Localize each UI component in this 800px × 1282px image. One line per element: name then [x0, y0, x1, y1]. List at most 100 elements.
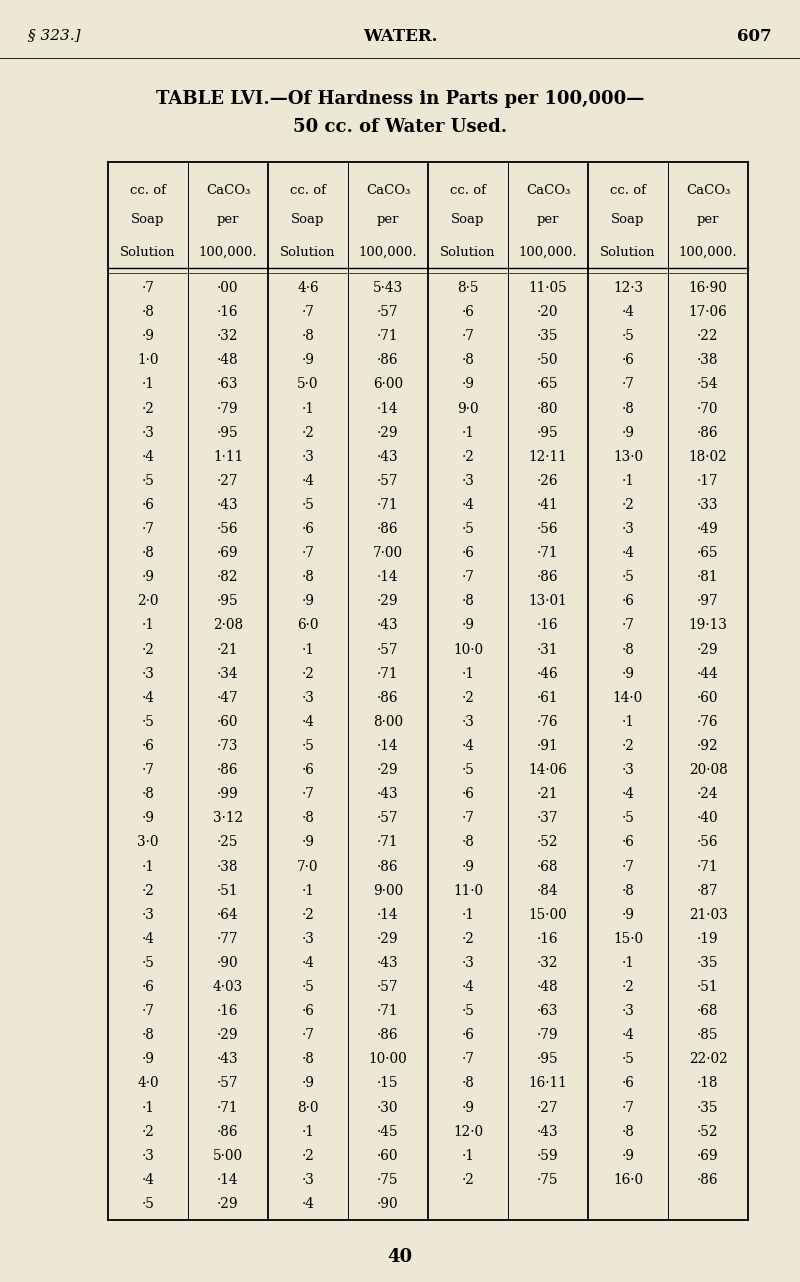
Text: 14·06: 14·06 [529, 763, 567, 777]
Text: ·31: ·31 [538, 642, 558, 656]
Text: ·5: ·5 [622, 329, 634, 344]
Text: ·9: ·9 [142, 812, 154, 826]
Text: ·1: ·1 [622, 956, 634, 970]
Text: 17·06: 17·06 [689, 305, 727, 319]
Text: ·9: ·9 [302, 1077, 314, 1091]
Text: 13·0: 13·0 [613, 450, 643, 464]
Text: ·71: ·71 [378, 497, 398, 512]
Text: ·60: ·60 [218, 715, 238, 729]
Text: ·63: ·63 [218, 377, 238, 391]
Text: CaCO₃: CaCO₃ [686, 183, 730, 196]
Text: ·4: ·4 [622, 1028, 634, 1042]
Text: 15·0: 15·0 [613, 932, 643, 946]
Text: ·5: ·5 [142, 1197, 154, 1211]
Text: ·1: ·1 [302, 642, 314, 656]
Text: ·70: ·70 [698, 401, 718, 415]
Text: ·2: ·2 [302, 1149, 314, 1163]
Text: ·29: ·29 [377, 763, 399, 777]
Text: Soap: Soap [451, 214, 485, 227]
Text: ·76: ·76 [698, 715, 718, 729]
Text: ·14: ·14 [377, 738, 399, 753]
Text: ·68: ·68 [538, 859, 558, 873]
Text: ·9: ·9 [622, 908, 634, 922]
Text: ·86: ·86 [698, 426, 718, 440]
Text: ·2: ·2 [302, 667, 314, 681]
Text: ·40: ·40 [697, 812, 719, 826]
Text: ·75: ·75 [538, 1173, 558, 1187]
Text: ·7: ·7 [622, 377, 634, 391]
Text: ·4: ·4 [462, 497, 474, 512]
Text: ·29: ·29 [377, 426, 399, 440]
Text: ·4: ·4 [622, 305, 634, 319]
Text: ·2: ·2 [142, 401, 154, 415]
Text: 5·43: 5·43 [373, 281, 403, 295]
Text: ·32: ·32 [218, 329, 238, 344]
Text: ·3: ·3 [622, 1004, 634, 1018]
Text: ·9: ·9 [622, 667, 634, 681]
Text: ·90: ·90 [377, 1197, 399, 1211]
Text: ·7: ·7 [142, 522, 154, 536]
Text: 15·00: 15·00 [529, 908, 567, 922]
Text: ·63: ·63 [538, 1004, 558, 1018]
Text: 10·00: 10·00 [369, 1053, 407, 1067]
Text: ·48: ·48 [217, 354, 239, 368]
Text: ·35: ·35 [698, 956, 718, 970]
Text: ·21: ·21 [538, 787, 558, 801]
Text: ·44: ·44 [697, 667, 719, 681]
Text: 18·02: 18·02 [689, 450, 727, 464]
Text: ·6: ·6 [622, 1077, 634, 1091]
Text: ·81: ·81 [698, 570, 718, 585]
Text: 13·01: 13·01 [529, 595, 567, 609]
Text: 607: 607 [738, 28, 772, 45]
Text: ·16: ·16 [218, 1004, 238, 1018]
Text: ·8: ·8 [622, 401, 634, 415]
Text: ·35: ·35 [538, 329, 558, 344]
Text: ·3: ·3 [142, 426, 154, 440]
Text: 8·5: 8·5 [458, 281, 478, 295]
Text: ·4: ·4 [142, 691, 154, 705]
Text: ·79: ·79 [537, 1028, 559, 1042]
Text: 6·0: 6·0 [298, 618, 318, 632]
Text: ·4: ·4 [142, 932, 154, 946]
Text: ·26: ·26 [538, 474, 558, 488]
Text: ·95: ·95 [537, 426, 559, 440]
Text: ·4: ·4 [622, 546, 634, 560]
Text: ·5: ·5 [622, 570, 634, 585]
Text: ·8: ·8 [142, 787, 154, 801]
Text: 8·0: 8·0 [298, 1100, 318, 1114]
Text: ·71: ·71 [378, 1004, 398, 1018]
Text: 5·00: 5·00 [213, 1149, 243, 1163]
Text: 16·11: 16·11 [529, 1077, 567, 1091]
Text: ·71: ·71 [378, 329, 398, 344]
Text: ·9: ·9 [302, 836, 314, 850]
Text: 16·90: 16·90 [689, 281, 727, 295]
Text: ·33: ·33 [698, 497, 718, 512]
Text: ·59: ·59 [537, 1149, 559, 1163]
Text: ·5: ·5 [142, 715, 154, 729]
Text: ·8: ·8 [302, 812, 314, 826]
Text: ·6: ·6 [622, 354, 634, 368]
Text: ·7: ·7 [302, 305, 314, 319]
Text: ·1: ·1 [622, 474, 634, 488]
Text: ·2: ·2 [622, 738, 634, 753]
Text: ·43: ·43 [377, 450, 399, 464]
Text: ·32: ·32 [538, 956, 558, 970]
Text: ·69: ·69 [217, 546, 239, 560]
Text: ·56: ·56 [538, 522, 558, 536]
Text: Soap: Soap [291, 214, 325, 227]
Text: 9·0: 9·0 [457, 401, 479, 415]
Text: ·6: ·6 [142, 497, 154, 512]
Text: ·2: ·2 [622, 979, 634, 994]
Text: ·86: ·86 [378, 354, 398, 368]
Text: Soap: Soap [611, 214, 645, 227]
Text: 21·03: 21·03 [689, 908, 727, 922]
Text: ·14: ·14 [217, 1173, 239, 1187]
Text: ·6: ·6 [302, 1004, 314, 1018]
Text: ·65: ·65 [538, 377, 558, 391]
Text: ·7: ·7 [302, 787, 314, 801]
Text: ·6: ·6 [462, 305, 474, 319]
Text: ·25: ·25 [218, 836, 238, 850]
Text: ·6: ·6 [622, 836, 634, 850]
Text: ·38: ·38 [698, 354, 718, 368]
Text: ·1: ·1 [462, 426, 474, 440]
